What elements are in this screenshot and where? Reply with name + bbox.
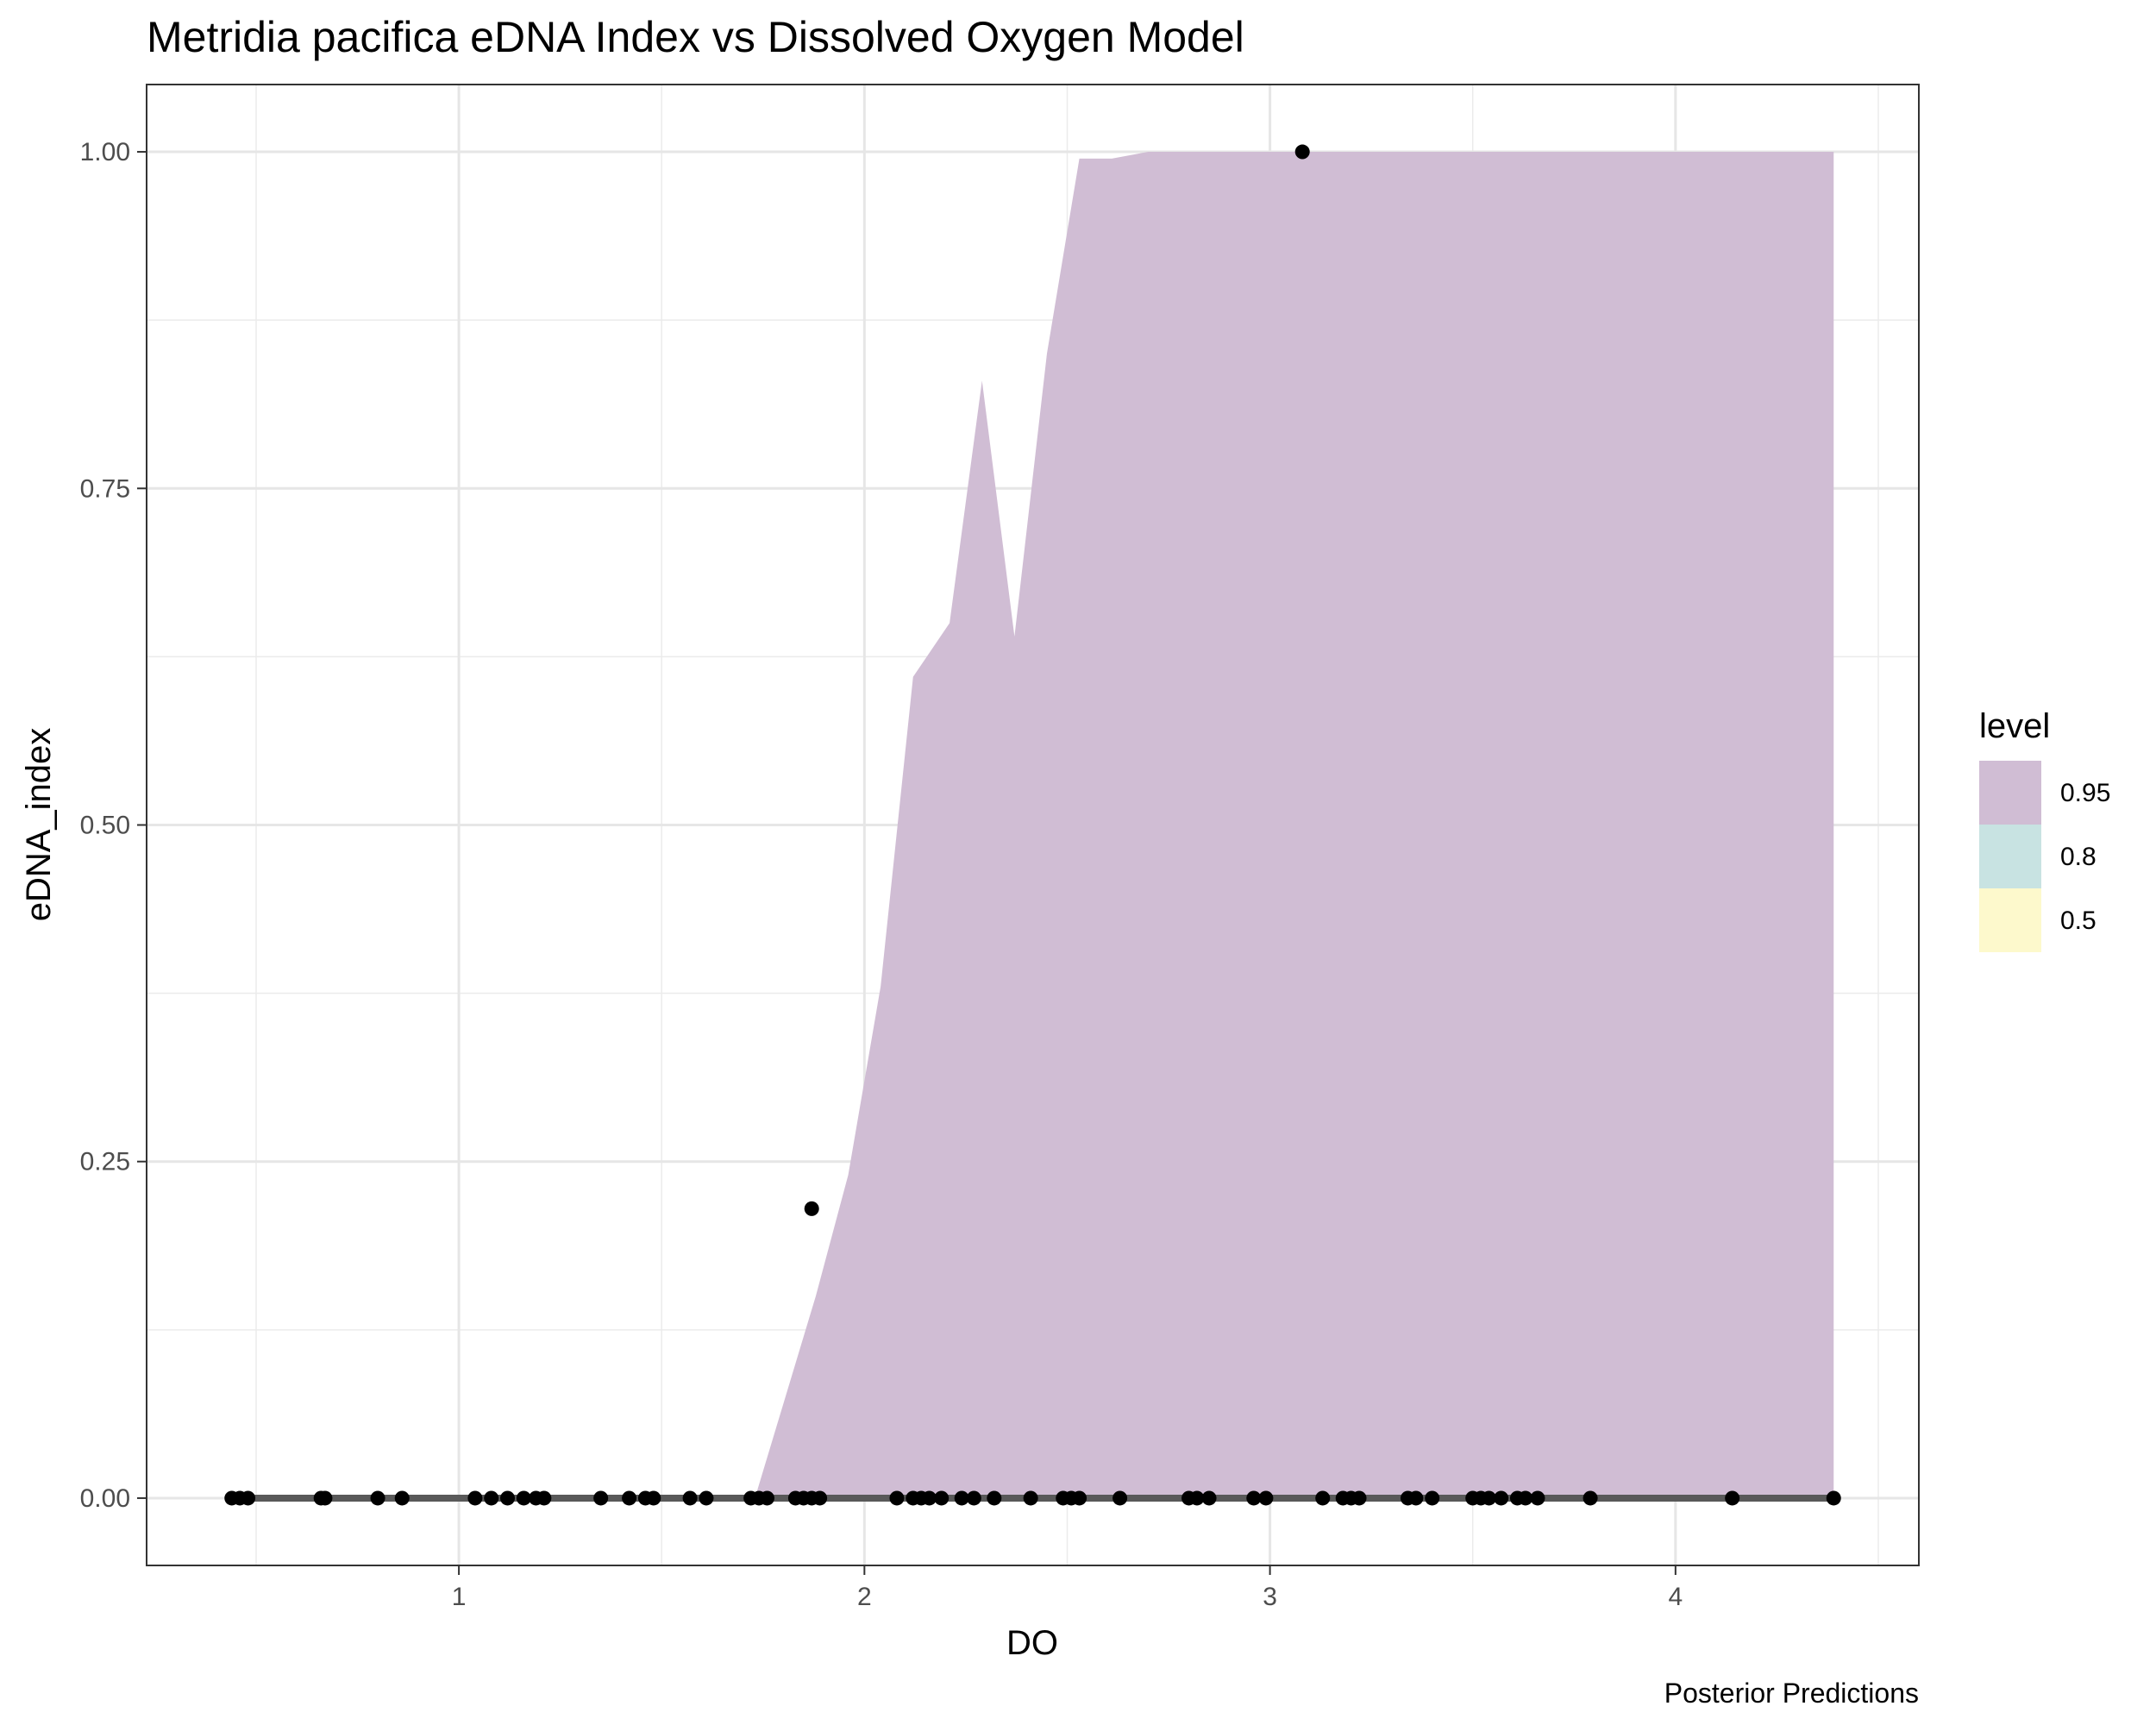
data-point bbox=[1826, 1490, 1841, 1506]
data-point bbox=[1408, 1490, 1424, 1506]
legend-key-0-5 bbox=[1979, 888, 2041, 952]
data-point bbox=[500, 1490, 516, 1506]
legend: level 0.95 0.8 0.5 bbox=[1979, 707, 2110, 952]
data-point bbox=[682, 1490, 698, 1506]
data-point bbox=[516, 1490, 531, 1506]
chart-title: Metridia pacifica eDNA Index vs Dissolve… bbox=[147, 13, 1244, 61]
data-point bbox=[889, 1490, 905, 1506]
x-axis-ticks: 1 2 3 4 bbox=[452, 1565, 1683, 1611]
data-point bbox=[1425, 1490, 1440, 1506]
data-point bbox=[812, 1490, 828, 1506]
data-point bbox=[241, 1490, 256, 1506]
x-tick-label: 4 bbox=[1669, 1583, 1683, 1611]
data-point bbox=[699, 1490, 714, 1506]
data-point bbox=[1315, 1490, 1331, 1506]
credible-band-layer bbox=[231, 152, 1834, 1498]
data-point bbox=[593, 1490, 609, 1506]
x-tick-label: 3 bbox=[1263, 1583, 1277, 1611]
data-point bbox=[1494, 1490, 1509, 1506]
legend-label: 0.5 bbox=[2060, 906, 2096, 935]
data-point bbox=[1258, 1490, 1274, 1506]
legend-title: level bbox=[1979, 707, 2050, 745]
data-point bbox=[484, 1490, 499, 1506]
observed-points-layer bbox=[224, 144, 1841, 1506]
data-point bbox=[1583, 1490, 1598, 1506]
legend-entries: 0.95 0.8 0.5 bbox=[1979, 761, 2110, 952]
x-tick-label: 2 bbox=[857, 1583, 872, 1611]
data-point bbox=[987, 1490, 1002, 1506]
y-tick-label: 0.25 bbox=[80, 1148, 130, 1176]
data-point bbox=[370, 1490, 385, 1506]
data-point bbox=[922, 1490, 937, 1506]
data-point bbox=[1294, 144, 1310, 160]
y-tick-label: 0.00 bbox=[80, 1484, 130, 1513]
data-point bbox=[317, 1490, 333, 1506]
data-point bbox=[1023, 1490, 1038, 1506]
plot-caption: Posterior Predictions bbox=[1664, 1678, 1919, 1709]
y-tick-label: 0.75 bbox=[80, 474, 130, 503]
data-point bbox=[934, 1490, 950, 1506]
legend-key-0-8 bbox=[1979, 825, 2041, 888]
data-point bbox=[1189, 1490, 1205, 1506]
plot-panel bbox=[146, 84, 1920, 1566]
data-point bbox=[1201, 1490, 1217, 1506]
legend-key-0-95 bbox=[1979, 761, 2041, 825]
data-point bbox=[1351, 1490, 1367, 1506]
data-point bbox=[646, 1490, 661, 1506]
data-point bbox=[1246, 1490, 1262, 1506]
data-point bbox=[622, 1490, 637, 1506]
data-point bbox=[1482, 1490, 1497, 1506]
data-point bbox=[536, 1490, 552, 1506]
data-point bbox=[1518, 1490, 1533, 1506]
data-point bbox=[394, 1490, 410, 1506]
data-point bbox=[1072, 1490, 1087, 1506]
data-point bbox=[966, 1490, 981, 1506]
legend-label: 0.8 bbox=[2060, 843, 2096, 871]
data-point bbox=[1112, 1490, 1128, 1506]
data-point bbox=[804, 1201, 819, 1216]
y-axis-ticks: 0.00 0.25 0.50 0.75 1.00 bbox=[80, 138, 147, 1513]
data-point bbox=[1530, 1490, 1545, 1506]
data-point bbox=[759, 1490, 774, 1506]
data-point bbox=[1725, 1490, 1740, 1506]
credible-band-095 bbox=[231, 152, 1834, 1498]
y-tick-label: 0.50 bbox=[80, 812, 130, 840]
legend-label: 0.95 bbox=[2060, 779, 2110, 807]
y-axis-title: eDNA_index bbox=[20, 728, 58, 922]
data-point bbox=[954, 1490, 969, 1506]
y-tick-label: 1.00 bbox=[80, 138, 130, 166]
x-axis-title: DO bbox=[1006, 1624, 1058, 1662]
x-tick-label: 1 bbox=[452, 1583, 467, 1611]
data-point bbox=[467, 1490, 483, 1506]
